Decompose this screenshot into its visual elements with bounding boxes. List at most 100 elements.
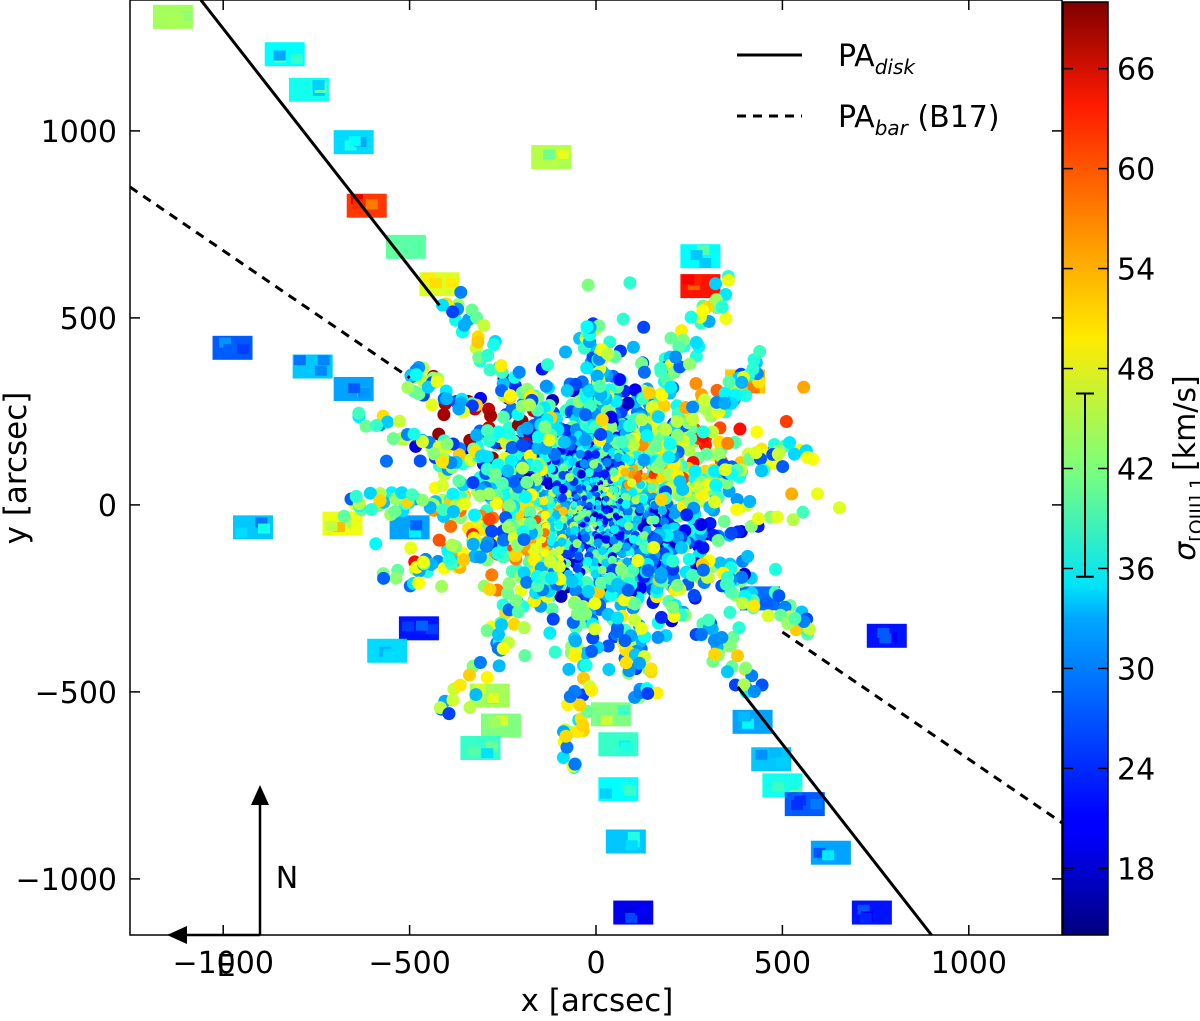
spaxel bbox=[415, 435, 429, 449]
spaxel bbox=[590, 569, 600, 579]
spaxel bbox=[502, 499, 516, 513]
spaxel bbox=[473, 550, 487, 564]
legend-label-bar: PAbar (B17) bbox=[838, 100, 1000, 140]
spaxel bbox=[715, 631, 729, 645]
spaxel bbox=[747, 599, 761, 613]
spaxel bbox=[494, 359, 508, 373]
spaxel bbox=[453, 678, 467, 692]
spaxel bbox=[573, 698, 587, 712]
spaxel bbox=[663, 437, 677, 451]
spaxel bbox=[527, 543, 541, 557]
spaxel bbox=[579, 459, 589, 469]
spaxel bbox=[662, 450, 676, 464]
spaxel bbox=[473, 656, 487, 670]
spaxel bbox=[613, 452, 623, 462]
field-patch-cell bbox=[755, 749, 768, 760]
field-patch-cell bbox=[273, 50, 286, 61]
spaxel bbox=[579, 408, 593, 422]
spaxel bbox=[753, 344, 767, 358]
field-patch-cell bbox=[741, 718, 754, 729]
field-patch-cell bbox=[348, 136, 361, 147]
spaxel bbox=[754, 464, 768, 478]
spaxel bbox=[696, 541, 710, 555]
spaxel bbox=[543, 626, 557, 640]
spaxel bbox=[632, 656, 646, 670]
field-patch-cell bbox=[488, 718, 501, 729]
spaxel bbox=[686, 568, 700, 582]
spaxel bbox=[585, 510, 592, 517]
field-patch-cell bbox=[290, 54, 303, 65]
spaxel bbox=[452, 402, 466, 416]
spaxel bbox=[631, 495, 641, 505]
spaxel bbox=[657, 399, 671, 413]
field-patch-cell bbox=[859, 913, 872, 924]
spaxel bbox=[593, 538, 603, 548]
spaxel bbox=[690, 480, 704, 494]
spaxel bbox=[623, 419, 637, 433]
field-patch-cell bbox=[429, 278, 442, 289]
spaxel bbox=[664, 380, 678, 394]
spaxel bbox=[484, 409, 498, 423]
spaxel bbox=[517, 621, 531, 635]
spaxel bbox=[602, 519, 609, 526]
spaxel bbox=[505, 441, 519, 455]
spaxel bbox=[669, 350, 683, 364]
spaxel bbox=[469, 688, 483, 702]
field-patch-cell bbox=[813, 847, 826, 858]
spaxel bbox=[786, 513, 800, 527]
spaxel bbox=[531, 430, 545, 444]
field-patch-cell bbox=[387, 244, 400, 255]
spaxel bbox=[545, 602, 559, 616]
spaxel bbox=[801, 450, 815, 464]
field-patch-cell bbox=[403, 519, 416, 530]
spaxel bbox=[569, 634, 583, 648]
spaxel bbox=[454, 285, 468, 299]
spaxel bbox=[654, 610, 668, 624]
spaxel bbox=[404, 541, 418, 555]
spaxel bbox=[556, 750, 570, 764]
y-tick-label: 1000 bbox=[41, 115, 117, 150]
spaxel bbox=[637, 453, 651, 467]
field-patch-cell bbox=[600, 715, 613, 726]
spaxel bbox=[718, 463, 732, 477]
field-patch-cell bbox=[425, 624, 438, 635]
field-patch-cell bbox=[772, 781, 785, 792]
spaxel bbox=[601, 639, 615, 653]
spaxel bbox=[687, 589, 701, 603]
spaxel bbox=[594, 427, 608, 441]
spaxel bbox=[647, 482, 657, 492]
spaxel bbox=[377, 571, 391, 585]
spaxel bbox=[719, 577, 733, 591]
field-patch-cell bbox=[786, 779, 799, 790]
spaxel bbox=[670, 414, 684, 428]
spaxel bbox=[452, 474, 466, 488]
spaxel bbox=[388, 505, 402, 519]
field-patch-cell bbox=[180, 10, 193, 21]
spaxel bbox=[698, 393, 712, 407]
spaxel bbox=[611, 577, 625, 591]
spaxel bbox=[581, 278, 595, 292]
spaxel bbox=[412, 387, 426, 401]
colorbar-tick-label: 18 bbox=[1117, 852, 1155, 887]
spaxel bbox=[580, 500, 587, 507]
field-patch-cell bbox=[627, 831, 640, 842]
spaxel bbox=[602, 663, 616, 677]
field-patch-cell bbox=[445, 277, 458, 288]
spaxel bbox=[658, 506, 668, 516]
colorbar-tick-label: 36 bbox=[1117, 552, 1155, 587]
spaxel bbox=[627, 478, 637, 488]
spaxel bbox=[635, 504, 645, 514]
field-patch-cell bbox=[625, 840, 638, 851]
spaxel bbox=[779, 414, 793, 428]
field-patch-cell bbox=[738, 711, 751, 722]
spaxel bbox=[373, 494, 387, 508]
spaxel bbox=[631, 554, 645, 568]
spaxel bbox=[548, 645, 562, 659]
spaxel bbox=[446, 305, 460, 319]
spaxel bbox=[520, 421, 534, 435]
spaxel bbox=[785, 487, 799, 501]
colorbar-tick-label: 48 bbox=[1117, 353, 1155, 388]
field-patch-cell bbox=[623, 904, 636, 915]
spaxel bbox=[491, 458, 505, 472]
spaxel bbox=[628, 534, 638, 544]
